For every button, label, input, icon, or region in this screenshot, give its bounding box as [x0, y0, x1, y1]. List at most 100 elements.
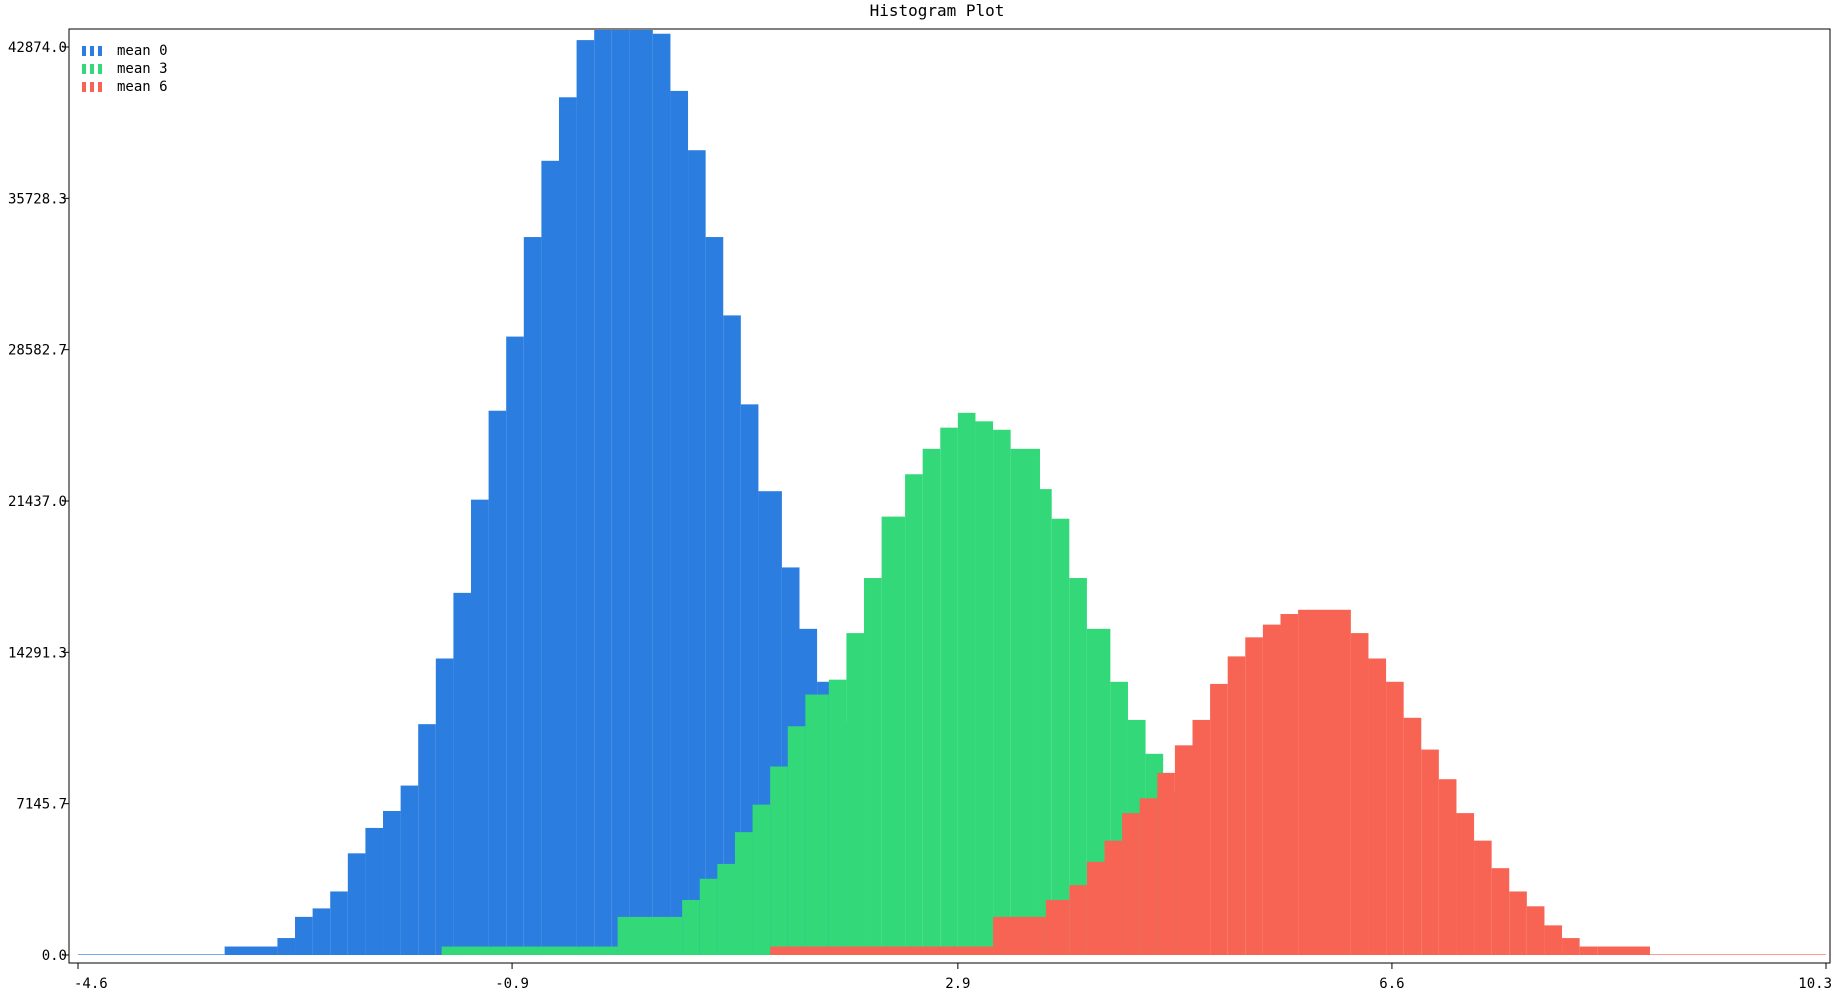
histogram-bar [617, 916, 683, 955]
histogram-bar [1368, 658, 1387, 955]
histogram-bar [1157, 772, 1175, 955]
histogram-bar [418, 724, 436, 955]
histogram-bar [1069, 578, 1087, 955]
histogram-bars [78, 30, 1826, 956]
histogram-bar [1086, 861, 1105, 955]
histogram-bar [787, 726, 806, 955]
histogram-bar [383, 810, 401, 955]
histogram-bar [652, 33, 671, 956]
histogram-bar [1456, 813, 1475, 955]
histogram-bar [717, 863, 735, 955]
x-tick-label: -0.9 [495, 976, 529, 991]
x-axis: -4.6 -0.9 2.9 6.6 10.3 [74, 963, 1832, 991]
histogram-bar [1650, 954, 1826, 955]
y-tick-label: 35728.3 [8, 191, 67, 207]
y-tick-label: 0.0 [42, 948, 67, 964]
legend-swatch [90, 82, 94, 92]
histogram-bar [770, 946, 994, 955]
histogram-bar [1544, 925, 1563, 955]
histogram-bar [975, 421, 994, 955]
series-mean-6 [770, 609, 1826, 955]
histogram-bar [993, 429, 1011, 955]
histogram-bar [957, 412, 976, 956]
y-tick-label: 42874.0 [8, 40, 67, 56]
histogram-bar [1509, 891, 1527, 955]
histogram-bar [1227, 656, 1246, 955]
legend-swatch [98, 82, 102, 92]
legend-entry: mean 3 [82, 61, 168, 77]
histogram-bar [471, 499, 489, 955]
histogram-bar [670, 90, 689, 956]
histogram-bar [1474, 840, 1492, 955]
histogram-bar [752, 804, 771, 955]
histogram-bar [611, 30, 630, 955]
series-mean-0 [78, 30, 847, 956]
plot-frame [68, 28, 1831, 964]
histogram-bar [770, 766, 788, 955]
histogram-bar [1280, 614, 1299, 955]
histogram-bar [828, 679, 847, 955]
histogram-bar [330, 891, 348, 955]
legend-swatch [98, 64, 102, 74]
histogram-bar [1104, 840, 1123, 955]
legend-label: mean 6 [117, 79, 168, 95]
x-tick-label: 2.9 [945, 976, 970, 991]
histogram-bar [1562, 938, 1580, 955]
histogram-bar [1350, 633, 1369, 955]
legend-swatch [82, 64, 86, 74]
histogram-bar [940, 427, 958, 955]
histogram-bar [1579, 946, 1598, 955]
histogram-bar [506, 336, 524, 956]
histogram-bar [558, 97, 577, 955]
histogram-bar [1262, 624, 1281, 955]
histogram-bar [400, 785, 419, 955]
histogram-bar [365, 827, 384, 955]
histogram-bar [312, 908, 331, 955]
histogram-bar [922, 448, 941, 955]
y-axis: 0.0 7145.7 14291.3 21437.0 28582.7 35728.3 428… [8, 40, 69, 964]
histogram-bar [576, 40, 595, 956]
histogram-bar [541, 160, 559, 955]
legend-swatch [90, 46, 94, 56]
legend-label: mean 3 [117, 61, 168, 77]
histogram-bar [1051, 518, 1070, 955]
histogram-bar [1210, 683, 1228, 955]
legend: mean 0 mean 3 mean 6 [82, 43, 168, 95]
legend-swatch [98, 46, 102, 56]
histogram-bar [224, 946, 278, 955]
series-mean-3 [441, 412, 1193, 956]
histogram-bar [705, 237, 724, 956]
histogram-bar [1122, 813, 1140, 955]
y-tick-label: 14291.3 [8, 645, 67, 661]
histogram-bar [1438, 779, 1457, 955]
histogram-bar [435, 658, 454, 955]
histogram-bar [734, 832, 753, 955]
histogram-bar [347, 853, 366, 955]
histogram-bar [594, 30, 612, 955]
histogram-bar [1403, 717, 1422, 955]
histogram-bar [846, 633, 865, 955]
histogram-bar [1139, 798, 1158, 955]
histogram-bar [453, 592, 472, 955]
histogram-bar [1192, 719, 1211, 955]
x-tick-label: 10.3 [1798, 976, 1832, 991]
histogram-bar [993, 916, 1046, 955]
y-tick-label: 7145.7 [16, 797, 67, 813]
histogram-bar [1045, 899, 1070, 955]
x-tick-label: -4.6 [74, 976, 108, 991]
y-tick-label: 21437.0 [8, 494, 67, 510]
histogram-bar [441, 946, 618, 955]
histogram-bar [78, 954, 225, 955]
histogram-bar [688, 150, 706, 956]
histogram-bar [1039, 489, 1052, 955]
histogram-bar [277, 938, 296, 955]
chart-title: Histogram Plot [870, 1, 1005, 20]
histogram-bar [523, 237, 542, 956]
histogram-bar [1491, 868, 1510, 955]
histogram-bar [723, 315, 741, 955]
histogram-bar [699, 878, 718, 955]
histogram-bar [1526, 906, 1545, 955]
histogram-bar [1069, 885, 1087, 955]
histogram-bar [295, 916, 313, 955]
